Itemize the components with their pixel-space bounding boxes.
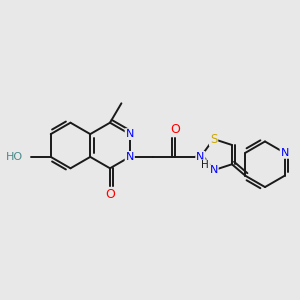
Text: O: O — [170, 123, 180, 136]
Text: N: N — [125, 152, 134, 162]
Text: N: N — [125, 129, 134, 139]
Text: O: O — [105, 188, 115, 201]
Text: S: S — [210, 133, 217, 146]
Text: N: N — [280, 148, 289, 158]
Text: HO: HO — [6, 152, 23, 162]
Text: H: H — [201, 160, 209, 170]
Text: N: N — [209, 165, 218, 175]
Text: N: N — [196, 152, 205, 162]
